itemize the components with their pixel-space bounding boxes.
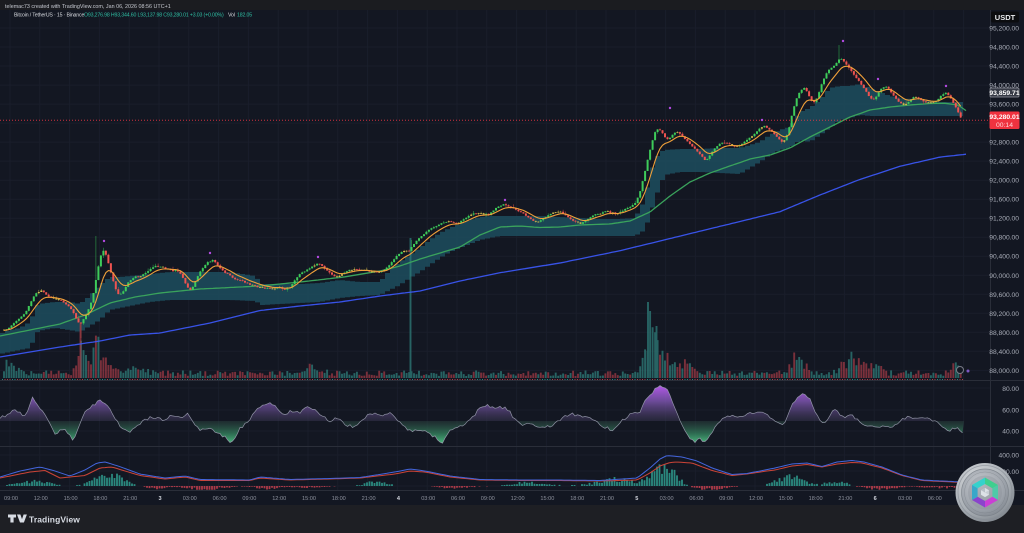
svg-text:89,200.00: 89,200.00 [989, 311, 1019, 318]
svg-text:400.00: 400.00 [999, 453, 1020, 460]
svg-text:90,800.00: 90,800.00 [989, 235, 1019, 242]
svg-text:60.00: 60.00 [1002, 408, 1019, 415]
svg-text:6: 6 [874, 496, 877, 502]
svg-text:06:00: 06:00 [451, 496, 465, 502]
svg-text:Bitcoin / TetherUS · 15 · Bina: Bitcoin / TetherUS · 15 · Binance [14, 13, 84, 19]
svg-text:Vol: Vol [228, 13, 235, 19]
svg-text:5: 5 [635, 496, 638, 502]
svg-text:21:00: 21:00 [362, 496, 376, 502]
svg-text:09:00: 09:00 [481, 496, 495, 502]
svg-text:06:00: 06:00 [928, 496, 942, 502]
svg-text:03:00: 03:00 [660, 496, 674, 502]
svg-text:94,400.00: 94,400.00 [989, 64, 1019, 71]
svg-text:O93,276.98 H93,344.60 L93,137.: O93,276.98 H93,344.60 L93,137.98 C93,280… [84, 13, 224, 19]
svg-text:21:00: 21:00 [123, 496, 137, 502]
svg-text:12:00: 12:00 [749, 496, 763, 502]
svg-text:18:00: 18:00 [809, 496, 823, 502]
svg-text:3: 3 [158, 496, 161, 502]
svg-text:4: 4 [397, 496, 401, 502]
svg-text:18:00: 18:00 [570, 496, 584, 502]
svg-text:06:00: 06:00 [689, 496, 703, 502]
svg-text:USDT: USDT [995, 13, 1016, 22]
svg-text:12:00: 12:00 [511, 496, 525, 502]
svg-text:40.00: 40.00 [1002, 429, 1019, 436]
svg-text:15:00: 15:00 [64, 496, 78, 502]
svg-text:93,600.00: 93,600.00 [989, 102, 1019, 109]
svg-text:15:00: 15:00 [540, 496, 554, 502]
svg-text:09:00: 09:00 [719, 496, 733, 502]
svg-text:90,000.00: 90,000.00 [989, 273, 1019, 280]
svg-text:93,859.71: 93,859.71 [989, 90, 1019, 97]
svg-text:88,000.00: 88,000.00 [989, 368, 1019, 375]
svg-text:94,000.00: 94,000.00 [989, 83, 1019, 90]
svg-text:15:00: 15:00 [779, 496, 793, 502]
svg-text:00:14: 00:14 [996, 122, 1013, 129]
svg-text:88,400.00: 88,400.00 [989, 349, 1019, 356]
svg-text:90,400.00: 90,400.00 [989, 254, 1019, 261]
svg-text:15:00: 15:00 [302, 496, 316, 502]
svg-text:telemac73 created with Trading: telemac73 created with TradingView.com, … [5, 4, 171, 10]
svg-text:182.05: 182.05 [237, 13, 252, 19]
svg-text:88,800.00: 88,800.00 [989, 330, 1019, 337]
svg-text:91,600.00: 91,600.00 [989, 197, 1019, 204]
svg-text:21:00: 21:00 [600, 496, 614, 502]
svg-text:89,600.00: 89,600.00 [989, 292, 1019, 299]
svg-text:03:00: 03:00 [183, 496, 197, 502]
svg-text:21:00: 21:00 [838, 496, 852, 502]
svg-text:94,800.00: 94,800.00 [989, 45, 1019, 52]
svg-text:09:00: 09:00 [242, 496, 256, 502]
svg-text:18:00: 18:00 [93, 496, 107, 502]
svg-text:03:00: 03:00 [421, 496, 435, 502]
svg-text:06:00: 06:00 [213, 496, 227, 502]
svg-text:03:00: 03:00 [898, 496, 912, 502]
svg-text:95,200.00: 95,200.00 [989, 26, 1019, 33]
svg-text:93,280.01: 93,280.01 [989, 114, 1019, 121]
svg-text:12:00: 12:00 [34, 496, 48, 502]
svg-text:12:00: 12:00 [272, 496, 286, 502]
svg-text:92,400.00: 92,400.00 [989, 159, 1019, 166]
svg-text:80.00: 80.00 [1002, 386, 1019, 393]
svg-text:92,000.00: 92,000.00 [989, 178, 1019, 185]
svg-text:200.00: 200.00 [999, 469, 1020, 476]
svg-text:09:00: 09:00 [4, 496, 18, 502]
svg-text:92,800.00: 92,800.00 [989, 140, 1019, 147]
svg-text:TradingView: TradingView [29, 515, 80, 525]
svg-text:18:00: 18:00 [332, 496, 346, 502]
svg-text:91,200.00: 91,200.00 [989, 216, 1019, 223]
